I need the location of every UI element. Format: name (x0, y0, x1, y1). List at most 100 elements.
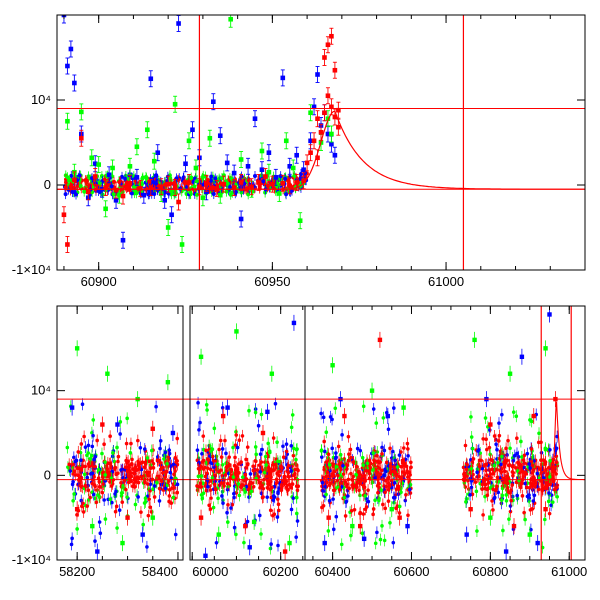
data-point (365, 461, 370, 466)
data-point (84, 484, 88, 489)
data-point (194, 192, 199, 197)
data-point (70, 536, 74, 541)
data-point (100, 490, 105, 495)
data-point (276, 508, 281, 513)
data-point (248, 472, 253, 476)
top-plot-area (57, 15, 585, 270)
data-point (259, 460, 264, 464)
data-point (117, 508, 122, 512)
data-point (71, 479, 75, 484)
data-point (98, 531, 103, 536)
top-axes: 60900 60950 61000 10⁴ 0 -1×10⁴ (12, 15, 586, 289)
data-point (332, 152, 338, 158)
data-point (225, 481, 230, 486)
data-point (148, 76, 154, 82)
data-point (78, 183, 83, 188)
data-point (103, 473, 108, 477)
data-point (528, 508, 533, 512)
data-point (358, 511, 362, 516)
data-point (243, 490, 247, 494)
data-point (167, 448, 171, 452)
data-point (72, 190, 77, 195)
data-point (115, 526, 119, 530)
data-point (483, 462, 488, 467)
data-point (504, 446, 508, 451)
data-point (322, 467, 326, 472)
data-point (216, 532, 221, 537)
data-point (247, 408, 251, 413)
data-point (155, 150, 161, 155)
data-point (220, 405, 225, 410)
data-point (193, 165, 199, 171)
data-point (406, 513, 410, 518)
x-tick-label: 60900 (81, 274, 117, 289)
data-point (205, 457, 210, 461)
data-point (201, 173, 206, 178)
y-tick-label: -1×10⁴ (12, 262, 51, 277)
data-point (147, 497, 151, 502)
data-point (143, 480, 147, 485)
data-point (200, 460, 205, 464)
data-point (348, 447, 353, 452)
data-point (530, 482, 535, 487)
data-point (358, 448, 363, 453)
data-point (224, 451, 228, 456)
data-point (171, 495, 176, 500)
data-point (72, 492, 76, 496)
data-point (408, 482, 413, 487)
data-point (152, 484, 157, 488)
data-point (349, 455, 353, 460)
data-point (493, 467, 497, 471)
bottom-segment-1 (65, 340, 180, 560)
data-point (265, 409, 270, 415)
data-point (290, 413, 295, 417)
data-point (140, 532, 145, 537)
data-point (116, 471, 120, 476)
data-point (188, 190, 193, 195)
data-point (181, 176, 186, 181)
data-point (224, 189, 229, 194)
data-point (493, 488, 498, 493)
data-point (199, 474, 204, 478)
data-point (235, 445, 240, 450)
data-point (463, 443, 468, 448)
data-point (124, 465, 128, 469)
data-point (247, 545, 252, 550)
data-point (111, 192, 116, 197)
data-point (141, 522, 145, 527)
data-point (120, 500, 125, 504)
data-point (507, 463, 512, 467)
data-point (406, 447, 410, 451)
data-point (102, 498, 106, 502)
data-point (111, 179, 116, 184)
data-point (271, 494, 276, 498)
data-point (371, 507, 376, 511)
data-point (488, 472, 493, 477)
data-point (146, 179, 151, 184)
data-point (198, 354, 204, 359)
data-point (273, 401, 278, 406)
data-point (481, 513, 485, 517)
data-point (106, 461, 110, 465)
data-point (315, 72, 320, 77)
data-point (321, 415, 326, 420)
data-point (380, 524, 384, 528)
data-point (68, 46, 74, 52)
data-point (332, 469, 337, 474)
data-point (324, 474, 329, 479)
data-point (520, 455, 524, 459)
data-point (347, 486, 351, 491)
data-point (148, 489, 152, 493)
data-point (164, 483, 169, 488)
data-point (507, 517, 511, 521)
data-point (80, 402, 85, 407)
data-point (510, 456, 515, 460)
data-point (175, 482, 180, 487)
data-point (142, 447, 147, 451)
data-point (141, 192, 147, 198)
data-point (173, 455, 178, 460)
data-point (117, 192, 122, 198)
data-point (391, 469, 396, 473)
data-point (287, 475, 291, 479)
data-point (151, 158, 157, 164)
